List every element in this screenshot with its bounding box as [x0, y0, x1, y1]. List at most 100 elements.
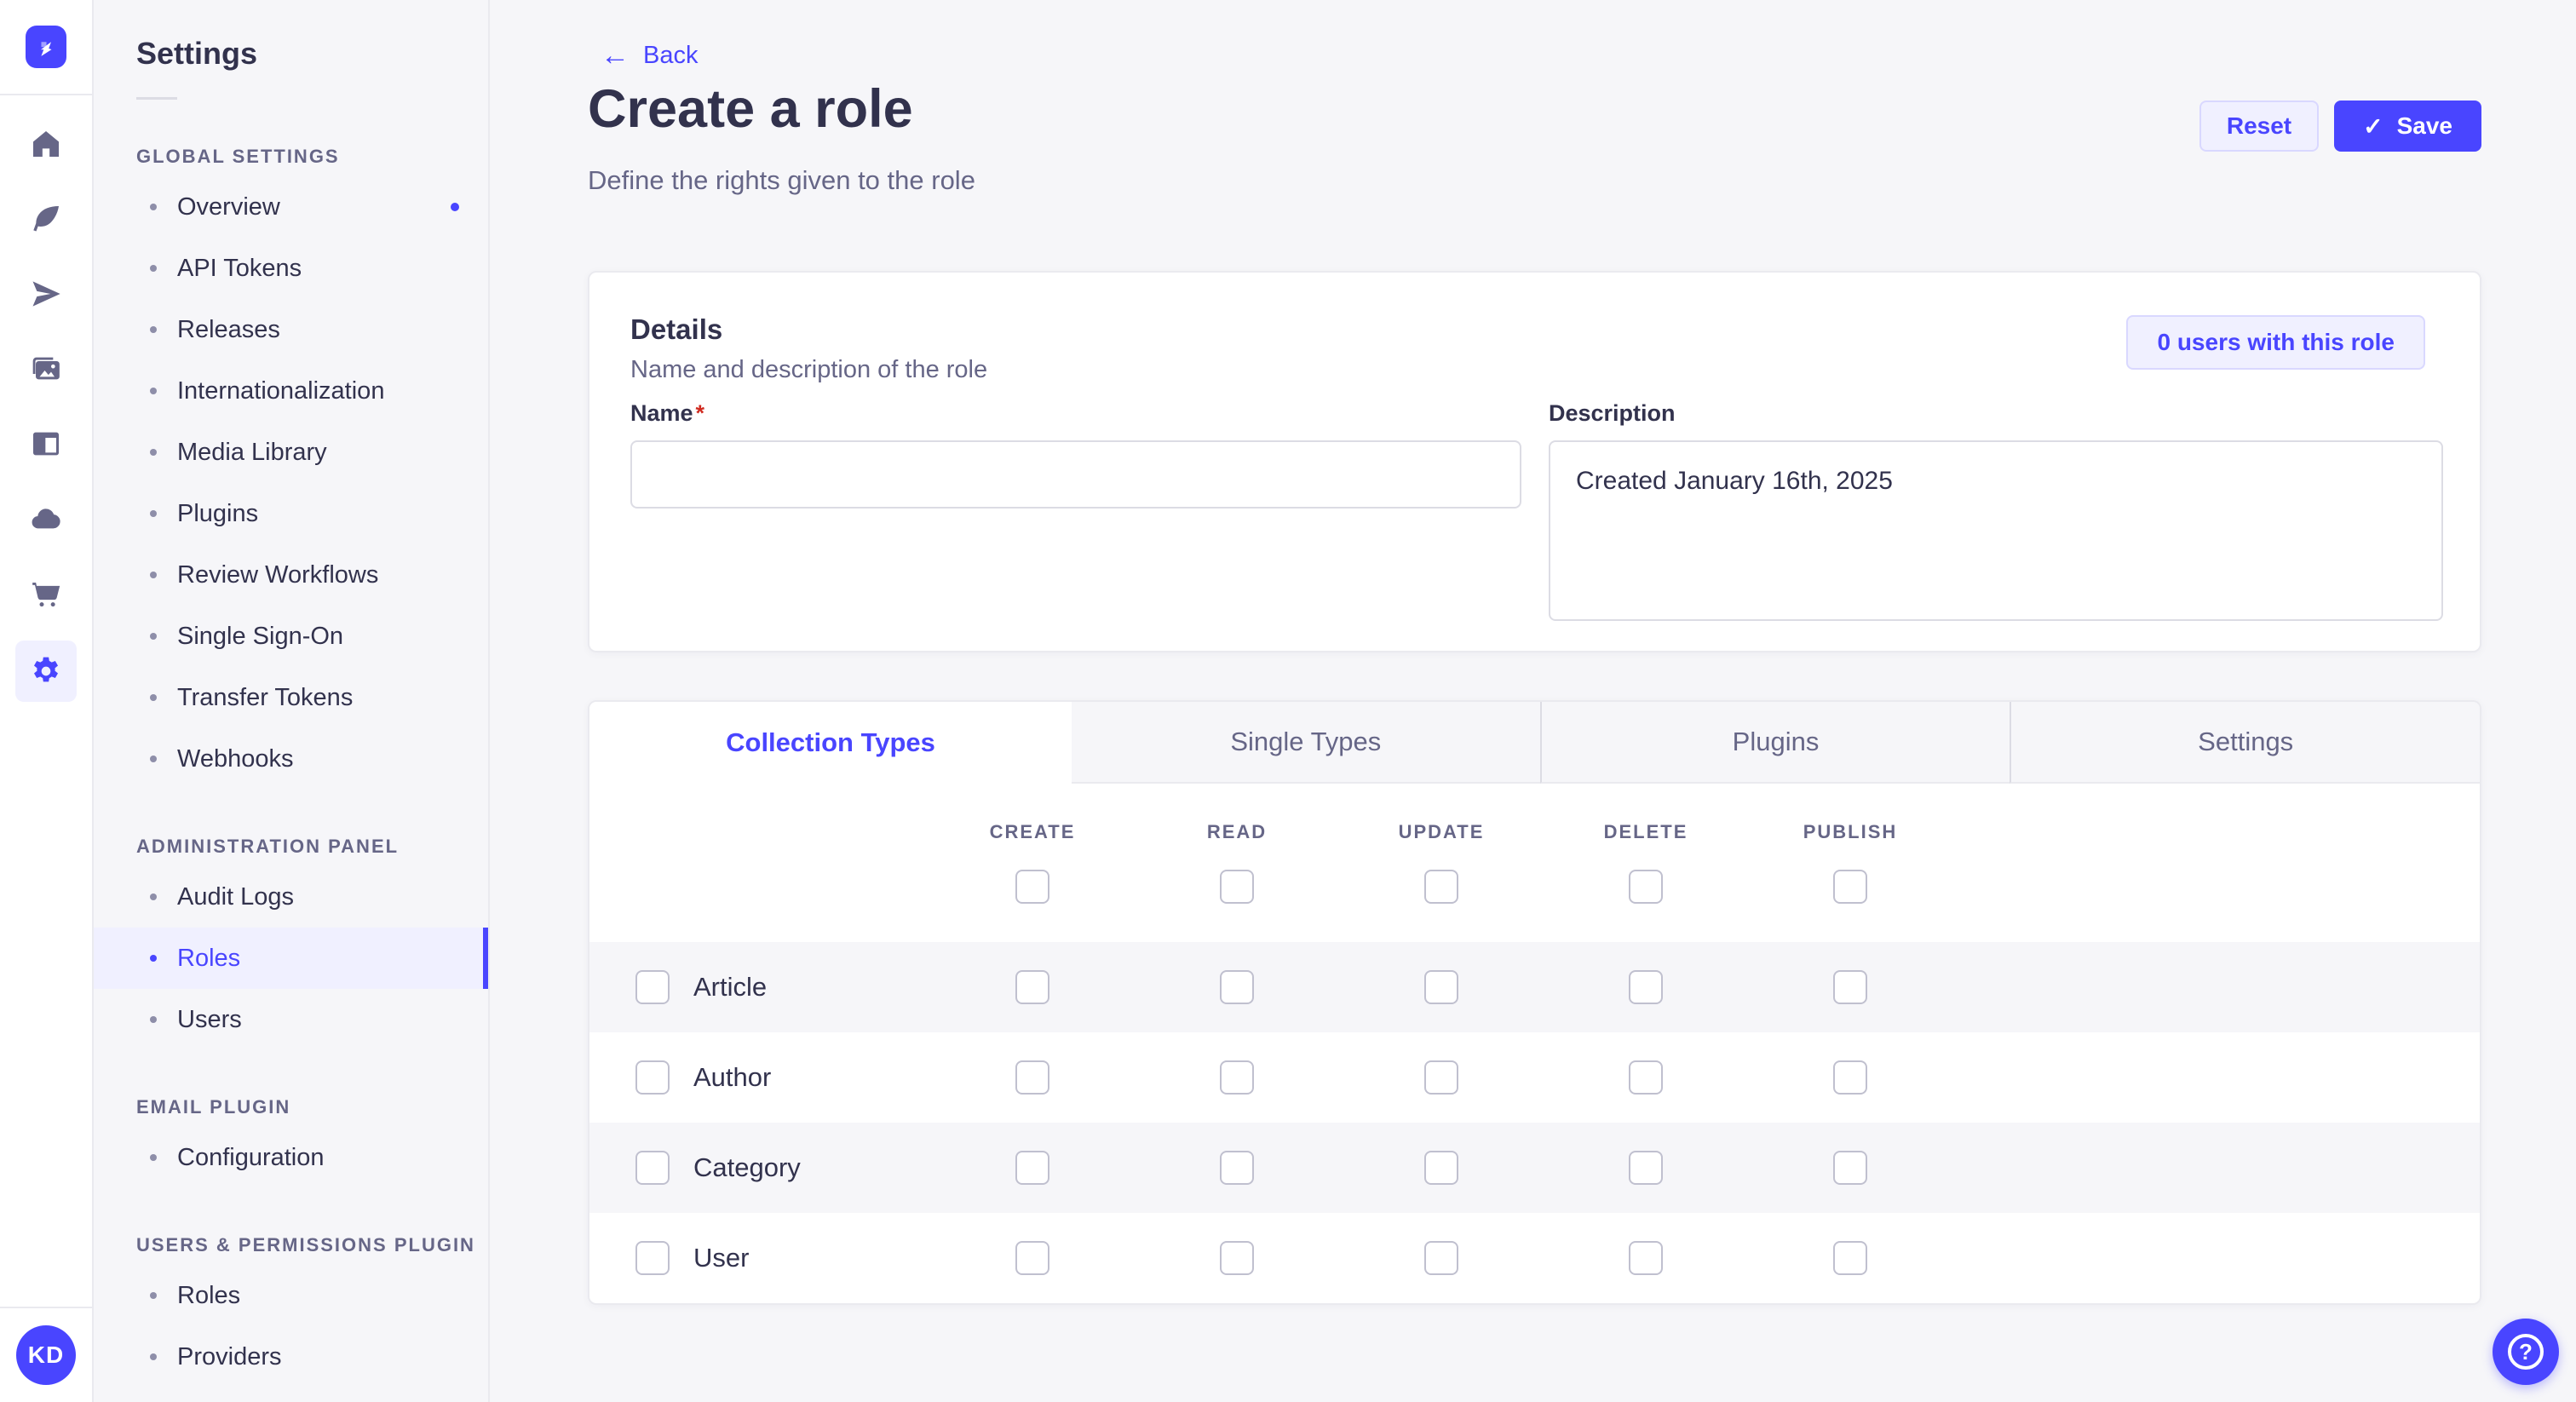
article-delete-checkbox[interactable] [1629, 970, 1663, 1004]
settings-sidebar: Settings GLOBAL SETTINGSOverviewAPI Toke… [94, 0, 490, 1402]
reset-button[interactable]: Reset [2199, 101, 2319, 152]
home-icon[interactable] [28, 126, 64, 162]
content-manager-icon[interactable] [28, 426, 64, 462]
category-publish-checkbox[interactable] [1833, 1151, 1867, 1185]
sidebar-item-users[interactable]: Users [94, 989, 488, 1050]
user-create-checkbox[interactable] [1015, 1241, 1049, 1275]
logo-container [0, 0, 92, 95]
select-all-read-checkbox[interactable] [1220, 870, 1254, 904]
tab-plugins[interactable]: Plugins [1540, 702, 2010, 784]
content-type-label: Article [693, 972, 767, 1003]
sidebar-item-label: Single Sign-On [177, 623, 343, 651]
check-icon: ✓ [2363, 112, 2383, 141]
bullet-icon [150, 1292, 157, 1299]
media-library-icon[interactable] [28, 351, 64, 387]
users-with-role-badge[interactable]: 0 users with this role [2126, 315, 2425, 370]
release-icon[interactable] [28, 276, 64, 312]
select-row-user-checkbox[interactable] [635, 1241, 670, 1275]
strapi-logo-icon[interactable] [26, 26, 66, 68]
sidebar-item-providers[interactable]: Providers [94, 1326, 488, 1388]
select-row-category-checkbox[interactable] [635, 1151, 670, 1185]
user-delete-checkbox[interactable] [1629, 1241, 1663, 1275]
question-mark-icon: ? [2508, 1334, 2544, 1370]
content-type-label: Author [693, 1062, 771, 1093]
bullet-icon [150, 326, 157, 333]
article-update-checkbox[interactable] [1424, 970, 1458, 1004]
sidebar-item-label: Transfer Tokens [177, 684, 353, 712]
notification-dot-icon [451, 203, 459, 211]
tab-settings[interactable]: Settings [2010, 702, 2480, 784]
author-publish-checkbox[interactable] [1833, 1060, 1867, 1095]
sidebar-title: Settings [94, 36, 488, 72]
sidebar-item-webhooks[interactable]: Webhooks [94, 728, 488, 790]
content-builder-icon[interactable] [28, 201, 64, 237]
sidebar-item-label: Roles [177, 945, 240, 973]
sidebar-item-label: Audit Logs [177, 883, 294, 911]
bullet-icon [150, 694, 157, 701]
sidebar-item-label: Review Workflows [177, 561, 378, 589]
nav-section-label: ADMINISTRATION PANEL [94, 836, 488, 858]
role-description-textarea[interactable]: Created January 16th, 2025 [1549, 440, 2443, 621]
name-label: Name* [630, 400, 704, 426]
select-row-author-checkbox[interactable] [635, 1060, 670, 1095]
tab-single-types[interactable]: Single Types [1072, 702, 1540, 784]
select-row-article-checkbox[interactable] [635, 970, 670, 1004]
author-update-checkbox[interactable] [1424, 1060, 1458, 1095]
permission-row-category: Category [589, 1123, 2480, 1213]
select-all-update-checkbox[interactable] [1424, 870, 1458, 904]
back-link[interactable]: ← Back [601, 41, 698, 70]
required-asterisk: * [696, 400, 705, 426]
sidebar-item-transfer-tokens[interactable]: Transfer Tokens [94, 667, 488, 728]
nav-section-label: USERS & PERMISSIONS PLUGIN [94, 1234, 488, 1256]
article-create-checkbox[interactable] [1015, 970, 1049, 1004]
marketplace-icon[interactable] [28, 576, 64, 612]
sidebar-item-configuration[interactable]: Configuration [94, 1127, 488, 1188]
content-type-label: Category [693, 1152, 801, 1183]
article-read-checkbox[interactable] [1220, 970, 1254, 1004]
sidebar-item-label: Internationalization [177, 377, 384, 405]
help-button[interactable]: ? [2493, 1319, 2559, 1385]
bullet-icon [150, 572, 157, 578]
back-arrow-icon: ← [601, 41, 630, 70]
tab-collection-types[interactable]: Collection Types [589, 702, 1072, 784]
deploy-cloud-icon[interactable] [28, 501, 64, 537]
sidebar-item-roles[interactable]: Roles [94, 928, 488, 989]
sidebar-item-internationalization[interactable]: Internationalization [94, 360, 488, 422]
category-read-checkbox[interactable] [1220, 1151, 1254, 1185]
select-all-create-checkbox[interactable] [1015, 870, 1049, 904]
permissions-header: CREATEREADUPDATEDELETEPUBLISH [589, 784, 2480, 906]
details-card: Details Name and description of the role… [588, 271, 2481, 652]
article-publish-checkbox[interactable] [1833, 970, 1867, 1004]
sidebar-item-label: Overview [177, 193, 280, 221]
sidebar-item-review-workflows[interactable]: Review Workflows [94, 544, 488, 606]
sidebar-item-api-tokens[interactable]: API Tokens [94, 238, 488, 299]
role-name-input[interactable] [630, 440, 1521, 509]
sidebar-item-roles[interactable]: Roles [94, 1265, 488, 1326]
sidebar-item-overview[interactable]: Overview [94, 176, 488, 238]
sidebar-item-audit-logs[interactable]: Audit Logs [94, 866, 488, 928]
column-header-create: CREATE [990, 821, 1076, 843]
sidebar-item-releases[interactable]: Releases [94, 299, 488, 360]
user-publish-checkbox[interactable] [1833, 1241, 1867, 1275]
select-all-delete-checkbox[interactable] [1629, 870, 1663, 904]
author-read-checkbox[interactable] [1220, 1060, 1254, 1095]
sidebar-item-label: API Tokens [177, 255, 302, 283]
author-create-checkbox[interactable] [1015, 1060, 1049, 1095]
category-delete-checkbox[interactable] [1629, 1151, 1663, 1185]
bullet-icon [150, 756, 157, 762]
content-type-label: User [693, 1243, 749, 1273]
sidebar-item-single-sign-on[interactable]: Single Sign-On [94, 606, 488, 667]
user-avatar[interactable]: KD [16, 1325, 76, 1385]
bullet-icon [150, 1154, 157, 1161]
sidebar-item-media-library[interactable]: Media Library [94, 422, 488, 483]
bullet-icon [150, 265, 157, 272]
save-button[interactable]: ✓ Save [2334, 101, 2481, 152]
category-create-checkbox[interactable] [1015, 1151, 1049, 1185]
category-update-checkbox[interactable] [1424, 1151, 1458, 1185]
user-update-checkbox[interactable] [1424, 1241, 1458, 1275]
select-all-publish-checkbox[interactable] [1833, 870, 1867, 904]
author-delete-checkbox[interactable] [1629, 1060, 1663, 1095]
settings-gear-icon[interactable] [15, 641, 77, 702]
sidebar-item-plugins[interactable]: Plugins [94, 483, 488, 544]
user-read-checkbox[interactable] [1220, 1241, 1254, 1275]
